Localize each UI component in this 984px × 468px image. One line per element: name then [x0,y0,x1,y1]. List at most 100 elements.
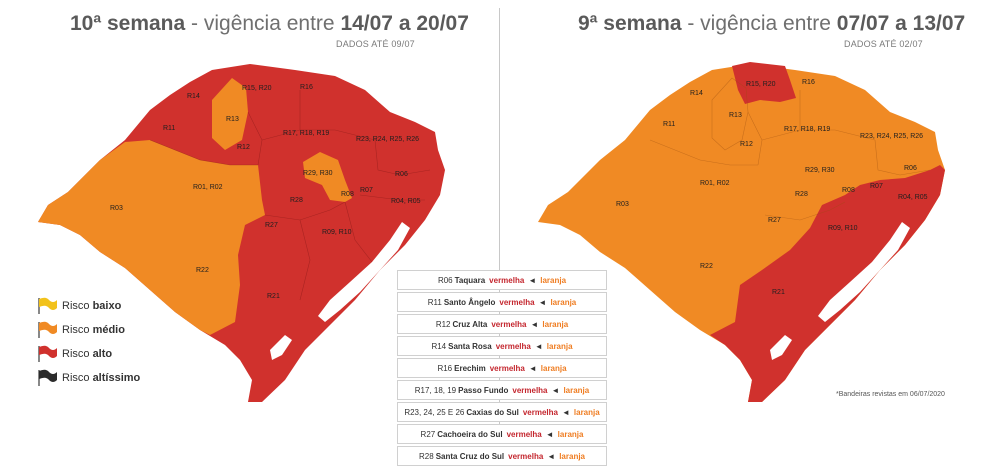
change-to: laranja [563,385,590,395]
change-from: vermelha [489,363,525,373]
change-place: Santo Ângelo [443,297,496,307]
label-r09: R09, R10 [322,229,352,236]
left-region-r29 [303,152,352,202]
label-r09-right: R09, R10 [828,225,858,232]
label-r11-right: R11 [663,121,675,128]
arrow-left-icon: ◄ [561,407,570,417]
label-r01: R01, R02 [193,184,223,191]
change-to: laranja [540,275,567,285]
label-r14-right: R14 [690,90,703,97]
change-from: vermelha [491,319,527,329]
arrow-left-icon: ◄ [528,275,537,285]
change-row: R12 Cruz Alta vermelha ◄ laranja [397,314,607,334]
label-r28: R28 [290,197,303,204]
change-place: Caxias do Sul [466,407,519,417]
change-row: R23, 24, 25 E 26 Caxias do Sul vermelha ◄ la… [397,402,607,422]
right-data-date: DADOS ATÉ 02/07 [844,39,923,49]
arrow-left-icon: ◄ [547,451,556,461]
change-to: laranja [557,429,584,439]
change-from: vermelha [508,451,544,461]
change-row: R14 Santa Rosa vermelha ◄ laranja [397,336,607,356]
label-r14: R14 [187,93,200,100]
change-place: Cachoeira do Sul [437,429,503,439]
label-r29: R29, R30 [303,170,333,177]
right-lagoon-small [770,335,792,360]
label-r06: R06 [395,171,408,178]
label-r08-right: R08 [842,187,855,194]
right-region-r15-r20 [732,62,796,104]
right-lagoon [818,222,910,322]
change-to: laranja [540,363,567,373]
change-row: R06 Taquara vermelha ◄ laranja [397,270,607,290]
flag-icon [38,297,57,314]
left-dates: 14/07 a 20/07 [340,12,469,35]
right-title-mid: - vigência entre [681,12,837,35]
label-r08: R08 [341,191,354,198]
label-r21: R21 [267,293,280,300]
flag-icon [38,345,57,362]
label-r16: R16 [300,84,313,91]
arrow-left-icon: ◄ [530,319,539,329]
left-region-r03-r01-r22 [38,140,265,335]
arrow-left-icon: ◄ [545,429,554,439]
label-r21-right: R21 [772,289,785,296]
flag-icon [38,321,57,338]
right-dates: 07/07 a 13/07 [836,12,966,35]
legend-item-alto: Risco alto [36,342,140,366]
legend-item-baixo: Risco baixo [36,294,140,318]
left-region-r13 [212,78,248,150]
label-r04: R04, R05 [391,198,421,205]
change-code: R28 [419,451,434,461]
change-from: vermelha [522,407,558,417]
label-r13: R13 [226,116,239,123]
change-row: R11 Santo Ângelo vermelha ◄ laranja [397,292,607,312]
label-r04-right: R04, R05 [898,194,928,201]
change-code: R23, 24, 25 E 26 [404,407,465,417]
left-lagoon-small [270,335,292,360]
label-r22-right: R22 [700,263,713,270]
label-r07-right: R07 [870,183,883,190]
change-row: R27 Cachoeira do Sul vermelha ◄ laranja [397,424,607,444]
label-r11: R11 [163,125,175,132]
change-place: Santa Rosa [448,341,492,351]
label-r27-right: R27 [768,217,781,224]
label-r13-right: R13 [729,112,742,119]
change-to: laranja [573,407,600,417]
right-week: 9ª semana [578,12,682,35]
change-from: vermelha [499,297,535,307]
label-r29-right: R29, R30 [805,167,835,174]
right-risk-map [538,62,945,402]
left-week: 10ª semana [70,12,186,35]
label-r15: R15, R20 [242,85,272,92]
arrow-left-icon: ◄ [534,341,543,351]
change-place: Cruz Alta [452,319,488,329]
left-region-labels: R14 R15, R20 R16 R11 R13 R17, R18, R19 R… [110,84,421,300]
label-r23: R23, R24, R25, R26 [356,136,419,143]
change-from: vermelha [506,429,542,439]
arrow-left-icon: ◄ [528,363,537,373]
change-from: vermelha [489,275,525,285]
change-code: R12 [435,319,451,329]
arrow-left-icon: ◄ [538,297,547,307]
label-r17: R17, R18, R19 [283,130,329,137]
risk-legend: Risco baixo Risco médio Risco alto Risco… [36,294,140,390]
change-code: R06 [437,275,453,285]
label-r03: R03 [110,205,123,212]
label-r23-right: R23, R24, R25, R26 [860,133,923,140]
change-to: laranja [542,319,569,329]
change-place: Santa Cruz do Sul [435,451,505,461]
label-r03-right: R03 [616,201,629,208]
change-place: Erechim [454,363,486,373]
legend-label-baixo: Risco baixo [62,300,122,312]
legend-item-medio: Risco médio [36,318,140,342]
flag-icon [38,369,57,386]
change-row: R16 Erechim vermelha ◄ laranja [397,358,607,378]
change-place: Taquara [454,275,486,285]
change-code: R16 [437,363,453,373]
label-r06-right: R06 [904,165,917,172]
change-place: Passo Fundo [458,385,509,395]
change-to: laranja [559,451,585,461]
right-region-south-red [710,165,945,402]
left-data-date: DADOS ATÉ 09/07 [336,39,415,49]
revision-note: *Bandeiras revistas em 06/07/2020 [836,391,945,398]
